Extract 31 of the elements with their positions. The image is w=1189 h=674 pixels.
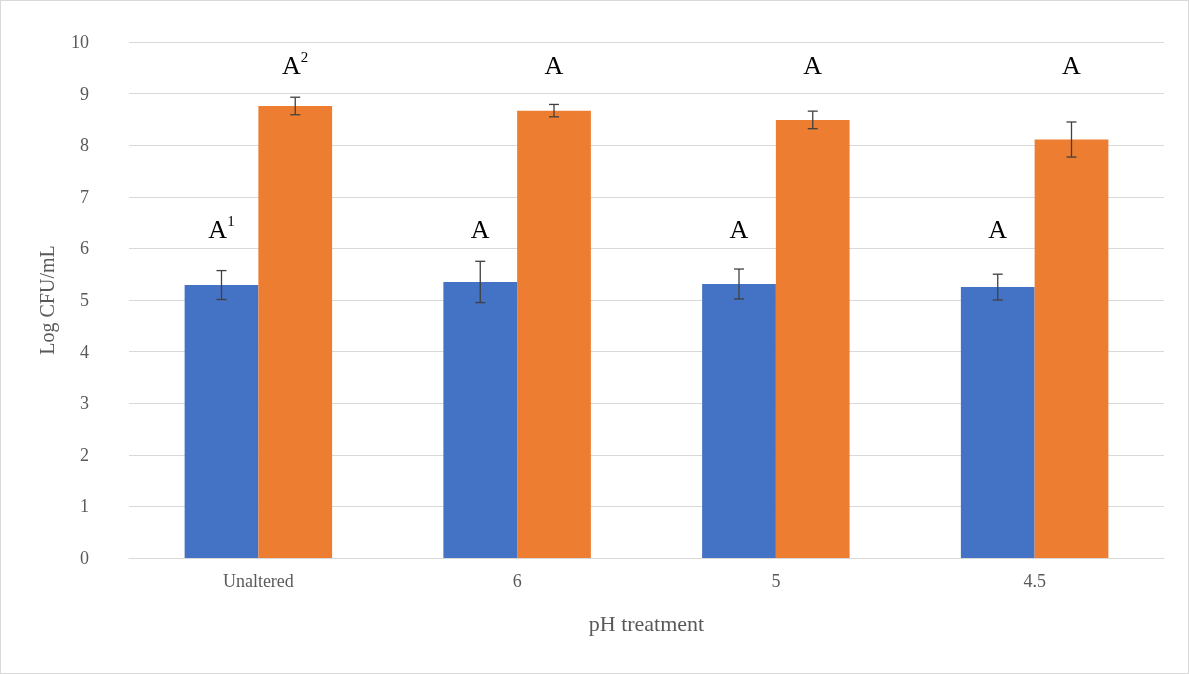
x-axis-title: pH treatment bbox=[588, 610, 705, 636]
y-tick-label: 7 bbox=[80, 186, 89, 207]
annotation: A bbox=[470, 214, 490, 244]
bar bbox=[517, 110, 591, 558]
annotation: A bbox=[988, 214, 1008, 244]
annotation: A bbox=[1062, 50, 1082, 80]
y-tick-label: 0 bbox=[80, 548, 89, 568]
y-tick-label: 1 bbox=[80, 496, 89, 517]
x-tick-label: Unaltered bbox=[222, 571, 294, 591]
y-tick-label: 9 bbox=[80, 83, 89, 104]
y-tick-label: 4 bbox=[80, 341, 89, 362]
bar bbox=[1034, 139, 1109, 558]
y-tick-label: 6 bbox=[80, 238, 89, 259]
bar bbox=[702, 284, 776, 558]
y-tick-label: 8 bbox=[80, 135, 89, 156]
x-tick-label: 6 bbox=[512, 571, 522, 591]
annotation: A bbox=[803, 50, 823, 80]
y-tick-label: 5 bbox=[80, 290, 89, 310]
bar bbox=[258, 105, 333, 558]
x-tick-label: 4.5 bbox=[1023, 571, 1046, 591]
annotation: A bbox=[729, 214, 749, 244]
y-tick-label: 10 bbox=[71, 32, 89, 52]
bar bbox=[775, 119, 850, 558]
y-tick-label: 3 bbox=[80, 393, 89, 414]
annotation: A bbox=[544, 50, 564, 80]
x-tick-label: 5 bbox=[771, 571, 781, 591]
bar bbox=[184, 285, 259, 558]
y-tick-label: 2 bbox=[80, 444, 89, 465]
y-axis-title: Log CFU/mL bbox=[36, 245, 59, 355]
bar bbox=[960, 287, 1035, 558]
bar bbox=[443, 281, 518, 558]
